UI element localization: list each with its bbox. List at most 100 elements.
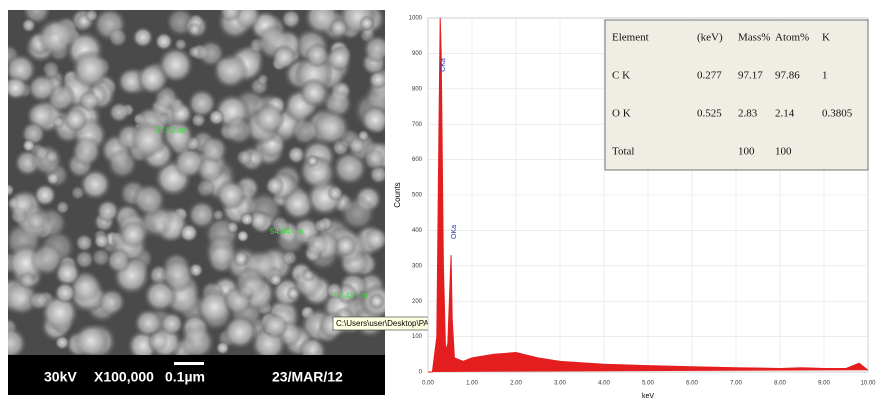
particle <box>265 176 285 196</box>
particle <box>160 258 195 293</box>
sem-magnification: X100,000 <box>94 369 154 385</box>
particle <box>179 223 198 242</box>
y-tick-label: 400 <box>412 228 423 234</box>
table-cell: 0.3805 <box>822 108 853 120</box>
particle <box>240 212 254 226</box>
particle <box>54 282 77 305</box>
particle <box>269 273 283 287</box>
particle <box>147 330 169 352</box>
x-tick-label: 6.00 <box>686 381 698 387</box>
particle <box>299 78 328 107</box>
particle <box>369 70 388 89</box>
particle <box>52 116 64 128</box>
particle <box>18 272 36 290</box>
particle <box>98 288 127 317</box>
scale-bar <box>174 362 204 365</box>
table-cell: 0.525 <box>697 108 722 120</box>
peak-label: CKa <box>440 58 447 72</box>
measurement-label: 54.84 nm <box>270 227 304 236</box>
particle <box>168 101 193 126</box>
particle <box>55 335 70 350</box>
particle <box>219 0 242 22</box>
particle <box>363 148 386 171</box>
particle <box>281 250 298 267</box>
table-cell: 100 <box>738 146 755 158</box>
particle <box>212 53 249 90</box>
particle <box>313 218 328 233</box>
particle <box>96 199 120 223</box>
particle <box>132 27 154 49</box>
page: 30kV X100,000 0.1µm 23/MAR/12 57.63 nm 5… <box>0 0 877 407</box>
y-tick-label: 0 <box>419 370 423 376</box>
particle <box>119 220 148 249</box>
particle <box>26 211 46 231</box>
particle <box>204 234 239 269</box>
particle <box>195 178 215 198</box>
particle <box>106 148 138 180</box>
particle <box>304 232 329 257</box>
y-tick-label: 500 <box>412 193 423 199</box>
x-axis-label: keV <box>642 393 654 400</box>
particle <box>71 135 103 167</box>
particle <box>33 183 56 206</box>
table-cell: 97.86 <box>775 70 800 82</box>
particle <box>329 18 349 38</box>
table-cell: Total <box>612 146 634 158</box>
eds-chart: 010020030040050060070080090010000.001.00… <box>393 16 876 400</box>
y-tick-label: 300 <box>412 263 423 269</box>
particle <box>91 248 111 268</box>
particle <box>257 73 269 85</box>
x-tick-label: 4.00 <box>598 381 610 387</box>
table-header: (keV) <box>697 32 723 44</box>
table-cell: 2.14 <box>775 108 795 120</box>
peak-label: OKa <box>451 225 458 239</box>
y-tick-label: 900 <box>412 51 423 57</box>
table-cell: O K <box>612 108 631 120</box>
particle <box>27 73 57 103</box>
particle <box>73 323 110 360</box>
particle <box>314 109 351 146</box>
particle <box>132 182 166 216</box>
particle <box>215 179 246 210</box>
particle <box>188 23 201 36</box>
particle <box>108 101 130 123</box>
x-tick-label: 1.00 <box>466 381 478 387</box>
particle <box>93 233 109 249</box>
particle <box>302 269 315 282</box>
particle <box>108 27 128 47</box>
table-cell: 0.277 <box>697 70 722 82</box>
figure: 30kV X100,000 0.1µm 23/MAR/12 57.63 nm 5… <box>0 0 877 407</box>
particle <box>254 103 286 135</box>
y-axis-label: Counts <box>393 182 402 207</box>
y-tick-label: 700 <box>412 122 423 128</box>
particle <box>368 293 385 310</box>
y-tick-label: 1000 <box>409 16 423 22</box>
table-cell: 100 <box>775 146 792 158</box>
measurement-label: 58.41 nm <box>334 291 368 300</box>
particle <box>334 235 356 257</box>
particle <box>364 227 389 252</box>
sem-voltage: 30kV <box>44 369 77 385</box>
particle <box>85 9 99 23</box>
y-tick-label: 800 <box>412 86 423 92</box>
particle <box>306 155 318 167</box>
particle <box>216 341 230 355</box>
table-header: Atom% <box>775 32 809 44</box>
sem-date: 23/MAR/12 <box>272 369 343 385</box>
particle <box>339 195 376 232</box>
table-header: K <box>822 32 830 44</box>
x-tick-label: 3.00 <box>554 381 566 387</box>
x-tick-label: 5.00 <box>642 381 654 387</box>
particle <box>63 107 88 132</box>
x-tick-label: 8.00 <box>774 381 786 387</box>
y-tick-label: 600 <box>412 157 423 163</box>
sem-texture <box>0 0 400 365</box>
particle <box>3 75 28 100</box>
table-cell: 2.83 <box>738 108 758 120</box>
particle <box>235 149 252 166</box>
particle <box>236 230 249 243</box>
particle <box>212 209 224 221</box>
particle <box>224 115 254 145</box>
particle <box>45 150 59 164</box>
y-tick-label: 100 <box>412 334 423 340</box>
